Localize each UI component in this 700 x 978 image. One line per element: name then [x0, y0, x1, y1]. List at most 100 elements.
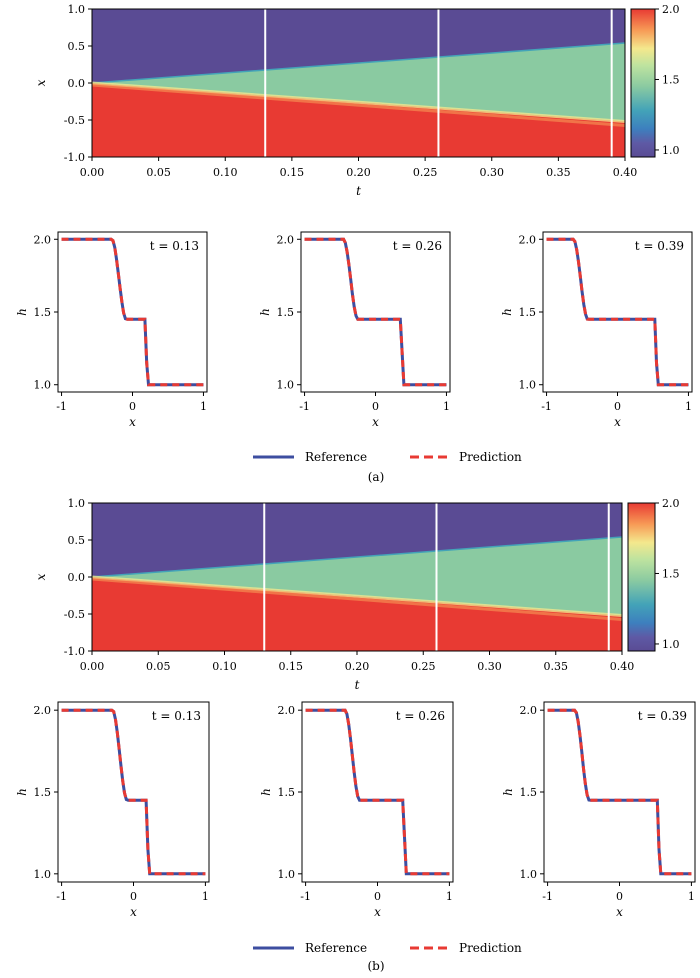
legend: Reference Prediction — [253, 450, 522, 464]
colorbar-tick-label-0: 2.0 — [662, 497, 680, 510]
profile-ytick-label-0: 2.0 — [520, 704, 538, 717]
profile-ytick-label-0: 2.0 — [34, 233, 52, 246]
profile-frame — [301, 701, 454, 883]
colorbar-tick-label-2: 1.0 — [662, 144, 680, 157]
profile-ylabel: h — [259, 788, 273, 796]
colorbar-tick-label-0: 2.0 — [662, 3, 680, 16]
heatmap-xtick-label-0: 0.00 — [80, 166, 105, 179]
colorbar — [630, 8, 656, 158]
colorbar — [627, 502, 656, 652]
profile-xtick-label-2: 1 — [688, 890, 695, 903]
profile-xtick-label-1: 0 — [372, 400, 379, 413]
profile-xtick-label-0: -1 — [299, 400, 310, 413]
profile-plot-1: -1 0 1 2.0 1.5 1.0 x h t = 0.26 — [258, 231, 451, 429]
heatmap-lower-front — [92, 575, 622, 617]
heatmap-xtick-label-6: 0.30 — [480, 166, 505, 179]
heatmap-xtick-label-7: 0.35 — [546, 166, 571, 179]
profile-ytick-label-0: 2.0 — [277, 233, 295, 246]
profile-frame — [57, 231, 208, 393]
heatmap-xtick-label-3: 0.15 — [280, 166, 305, 179]
profile-time-label: t = 0.13 — [150, 239, 199, 253]
heatmap-region-mid — [92, 43, 625, 122]
profile-ytick-label-2: 1.0 — [520, 868, 538, 881]
profile-ylabel: h — [500, 308, 514, 316]
profile-xlabel: x — [614, 415, 621, 429]
profile-ytick-label-0: 2.0 — [519, 233, 537, 246]
profile-ytick-label-1: 1.5 — [278, 786, 296, 799]
legend-prediction-label: Prediction — [459, 450, 522, 464]
colorbar-tick-label-1: 1.5 — [662, 73, 680, 86]
profile-ylabel: h — [15, 308, 29, 316]
profile-time-label: t = 0.39 — [638, 709, 687, 723]
prediction-line — [547, 708, 692, 876]
heatmap-lower-front-2 — [92, 83, 625, 127]
profile-xlabel: x — [616, 905, 623, 919]
heatmap-xtick-label-2: 0.10 — [212, 660, 237, 673]
panel-caption: (a) — [368, 470, 385, 484]
profile-xtick-label-2: 1 — [685, 400, 692, 413]
profile-frame — [300, 231, 451, 393]
heatmap-ytick-label-4: -1.0 — [64, 645, 85, 658]
legend-prediction-label: Prediction — [459, 941, 522, 955]
heatmap-ytick-label-3: -0.5 — [64, 608, 85, 621]
heatmap-ytick-label-1: 0.5 — [68, 534, 86, 547]
panel-b: 0.00 0.05 0.10 0.15 0.20 0.25 0.30 0.35 0.401.00… — [15, 497, 696, 973]
heatmap-ytick-label-3: -0.5 — [64, 114, 85, 127]
profile-xtick-label-1: 0 — [130, 890, 137, 903]
heatmap-field — [92, 9, 625, 157]
profile-plot-1: -1 0 1 2.0 1.5 1.0 x h t = 0.26 — [259, 701, 454, 919]
profile-xtick-label-1: 0 — [616, 890, 623, 903]
profile-xtick-label-2: 1 — [200, 400, 207, 413]
profile-frame — [542, 231, 693, 393]
profile-ytick-label-2: 1.0 — [34, 379, 52, 392]
heatmap-xtick-label-5: 0.25 — [413, 166, 438, 179]
profile-time-label: t = 0.39 — [635, 239, 684, 253]
profile-xtick-label-2: 1 — [446, 890, 453, 903]
heatmap-xtick-label-8: 0.40 — [613, 166, 638, 179]
heatmap-region-high — [92, 83, 625, 157]
profile-xlabel: x — [129, 415, 136, 429]
profile-xtick-label-1: 0 — [374, 890, 381, 903]
profile-ytick-label-1: 1.5 — [520, 786, 538, 799]
prediction-line — [305, 708, 450, 876]
heatmap-xtick-label-1: 0.05 — [146, 660, 171, 673]
heatmap-lower-front — [92, 81, 625, 123]
profile-xtick-label-2: 1 — [443, 400, 450, 413]
legend: Reference Prediction — [253, 941, 522, 955]
profile-ytick-label-1: 1.5 — [519, 306, 537, 319]
prediction-line — [546, 237, 689, 387]
heatmap-upper-front — [92, 536, 622, 578]
heatmap-xtick-label-0: 0.00 — [80, 660, 105, 673]
profile-xtick-label-0: -1 — [542, 890, 553, 903]
heatmap-xtick-label-4: 0.20 — [346, 166, 371, 179]
heatmap-ytick-label-4: -1.0 — [64, 151, 85, 164]
profile-xlabel: x — [372, 415, 379, 429]
profile-ytick-label-1: 1.5 — [34, 306, 52, 319]
prediction-line — [304, 237, 447, 387]
heatmap-xtick-label-3: 0.15 — [279, 660, 304, 673]
profile-xlabel: x — [130, 905, 137, 919]
heatmap-lower-front-2 — [92, 577, 622, 621]
heatmap-xtick-label-5: 0.25 — [411, 660, 436, 673]
profile-ytick-label-2: 1.0 — [277, 379, 295, 392]
profile-frame — [57, 701, 210, 883]
heatmap-ytick-label-1: 0.5 — [68, 40, 86, 53]
legend-reference-label: Reference — [305, 941, 367, 955]
heatmap-ytick-label-0: 1.0 — [68, 497, 86, 510]
heatmap-region-mid — [92, 537, 622, 616]
prediction-line — [61, 708, 206, 876]
heatmap-field — [92, 503, 622, 651]
profile-ytick-label-1: 1.5 — [34, 786, 52, 799]
profile-xtick-label-0: -1 — [541, 400, 552, 413]
heatmap-xlabel: t — [356, 184, 361, 198]
profile-ylabel: h — [501, 788, 515, 796]
heatmap-xtick-label-8: 0.40 — [610, 660, 635, 673]
heatmap-xtick-label-6: 0.30 — [477, 660, 502, 673]
profile-ytick-label-2: 1.0 — [278, 868, 296, 881]
profile-xtick-label-0: -1 — [300, 890, 311, 903]
heatmap-ylabel: x — [34, 573, 48, 580]
profile-ylabel: h — [258, 308, 272, 316]
profile-xtick-label-1: 0 — [614, 400, 621, 413]
panel-a: 0.00 0.05 0.10 0.15 0.20 0.25 0.30 0.35 0.401.00… — [15, 3, 693, 484]
